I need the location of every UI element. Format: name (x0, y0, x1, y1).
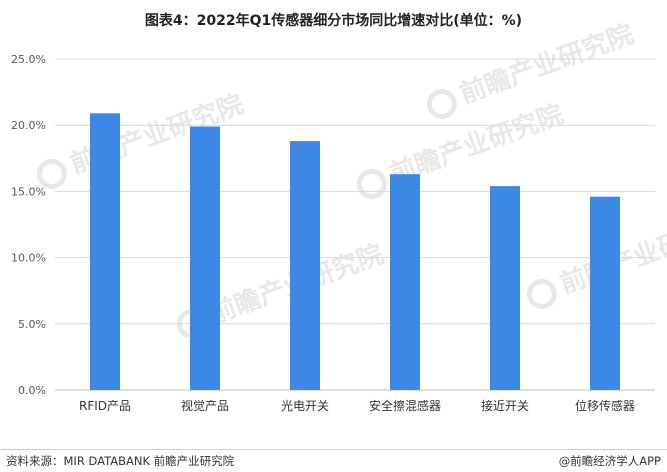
source-note: 资料来源：MIR DATABANK 前瞻产业研究院 (6, 454, 235, 468)
x-tick-label: 位移传感器 (575, 398, 635, 413)
y-tick-label: 10.0% (11, 252, 46, 265)
bar (290, 141, 320, 390)
y-tick-label: 0.0% (18, 384, 46, 397)
bar (190, 126, 220, 391)
bar-chart: 0.0% 5.0% 10.0% 15.0% 20.0% 25.0% RFID产品 视觉产品 光电… (11, 53, 655, 413)
y-tick-label: 5.0% (18, 318, 46, 331)
x-tick-label: RFID产品 (79, 399, 131, 413)
bar (390, 174, 420, 390)
y-tick-label: 25.0% (11, 53, 46, 66)
footer: 资料来源：MIR DATABANK 前瞻产业研究院 @前瞻经济学人APP (0, 449, 667, 472)
y-tick-label: 20.0% (11, 119, 46, 132)
bar (590, 196, 620, 390)
chart-title: 图表4：2022年Q1传感器细分市场同比增速对比(单位：%) (144, 13, 523, 29)
brand-credit: @前瞻经济学人APP (558, 454, 661, 468)
y-tick-label: 15.0% (11, 185, 46, 198)
bar (90, 113, 120, 390)
x-tick-label: 接近开关 (481, 398, 529, 413)
x-tick-label: 视觉产品 (181, 398, 229, 413)
bar (490, 186, 520, 390)
x-tick-label: 安全擦混感器 (369, 398, 441, 413)
x-tick-label: 光电开关 (281, 399, 329, 413)
